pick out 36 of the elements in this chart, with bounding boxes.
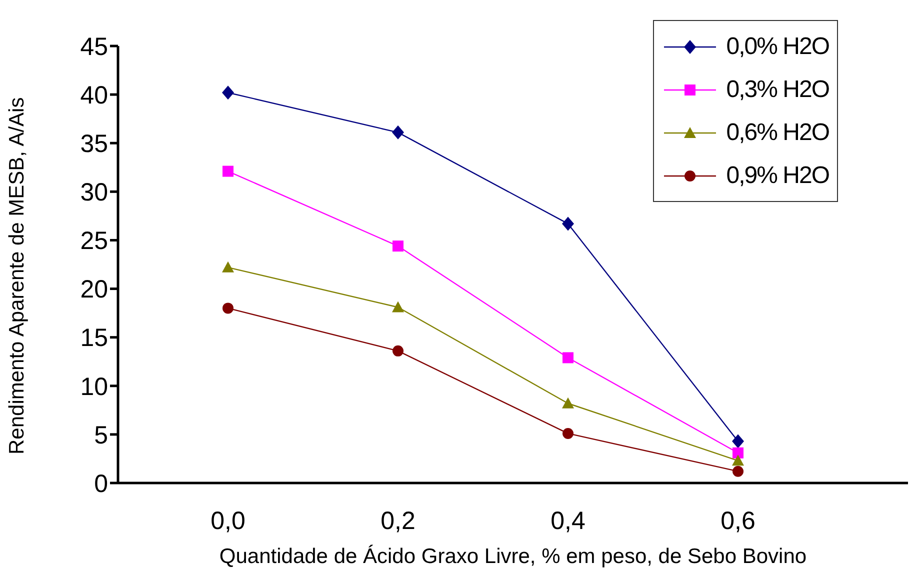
y-tick-label: 15 bbox=[80, 324, 108, 352]
y-tick-label: 5 bbox=[94, 421, 108, 450]
y-tick-label: 0 bbox=[94, 470, 108, 498]
y-tick-label: 45 bbox=[80, 32, 108, 61]
point bbox=[562, 216, 574, 231]
legend-label: 0,3% H2O bbox=[726, 76, 829, 104]
point bbox=[392, 240, 404, 252]
point bbox=[392, 301, 404, 312]
x-tick-label: 0,2 bbox=[380, 506, 416, 535]
point bbox=[732, 454, 744, 466]
point bbox=[732, 466, 744, 477]
x-tick-label: 0,6 bbox=[720, 506, 756, 535]
y-tick-label: 20 bbox=[80, 276, 108, 304]
point bbox=[222, 261, 234, 272]
point bbox=[732, 447, 744, 458]
y-tick-label: 25 bbox=[80, 227, 108, 256]
y-tick-label: 10 bbox=[80, 372, 108, 401]
point bbox=[392, 125, 404, 140]
x-tick-label: 0,0 bbox=[210, 506, 246, 535]
point bbox=[222, 302, 234, 314]
legend-label: 0,6% H2O bbox=[726, 118, 829, 146]
x-axis-title: Quantidade de Ácido Graxo Livre, % em peso, de Sebo Bovino bbox=[219, 544, 807, 568]
y-tick-label: 35 bbox=[80, 130, 108, 158]
legend-label: 0,9% H2O bbox=[726, 162, 829, 190]
x-tick-label: 0,4 bbox=[550, 506, 586, 535]
y-axis-title: Rendimento Aparente de MESB, A/Ais bbox=[5, 97, 28, 454]
point bbox=[562, 352, 574, 364]
y-tick-label: 40 bbox=[80, 81, 108, 110]
point bbox=[732, 434, 744, 448]
point bbox=[392, 345, 404, 356]
point bbox=[562, 397, 574, 408]
y-tick-label: 30 bbox=[80, 178, 108, 207]
legend-label: 0,0% H2O bbox=[726, 32, 829, 60]
point bbox=[222, 86, 234, 100]
point bbox=[562, 428, 574, 439]
point bbox=[222, 166, 234, 177]
